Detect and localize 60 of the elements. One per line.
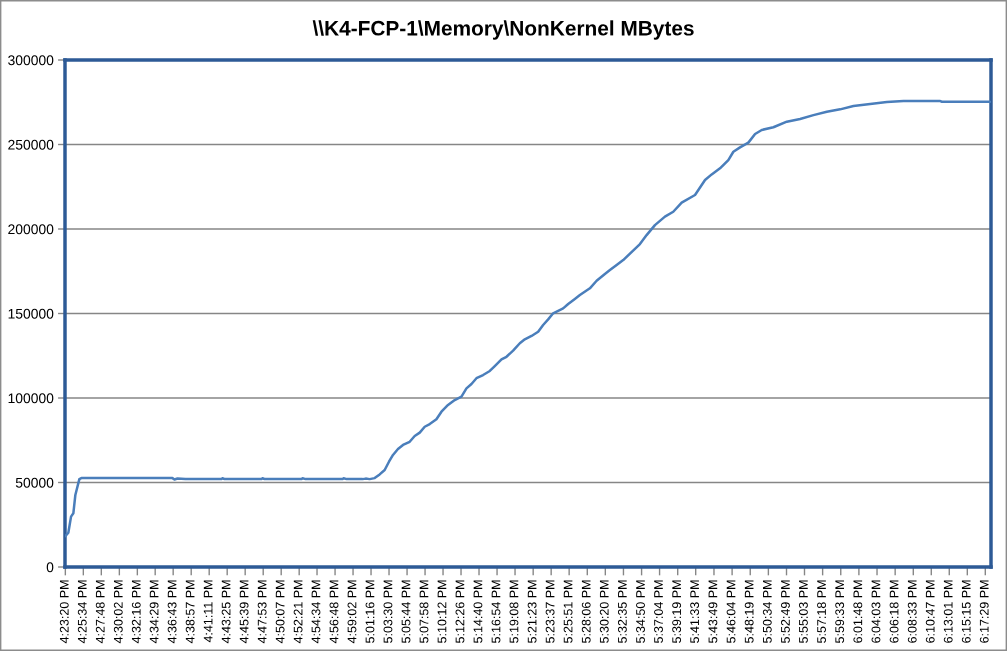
x-tick-label: 6:08:33 PM xyxy=(907,580,917,643)
x-tick-label: 6:17:29 PM xyxy=(979,580,989,643)
x-tick-label: 4:27:48 PM xyxy=(95,580,105,644)
x-tick-label: 5:55:03 PM xyxy=(799,580,808,643)
x-tick-label: 5:43:49 PM xyxy=(708,580,718,643)
x-tick-label: 4:38:57 PM xyxy=(185,580,195,644)
x-tick-label: 4:47:53 PM xyxy=(257,580,267,644)
x-tick-label: 5:12:26 PM xyxy=(455,580,465,643)
x-tick-label: 5:05:44 PM xyxy=(401,580,411,643)
x-tick-label: 6:13:01 PM xyxy=(943,580,953,643)
x-tick-label: 6:15:15 PM xyxy=(961,580,971,643)
x-tick-label: 5:52:49 PM xyxy=(781,580,790,643)
x-tick-label: 5:30:20 PM xyxy=(599,580,609,643)
x-tick-label: 4:56:48 PM xyxy=(329,580,339,644)
y-tick-label: 200000 xyxy=(8,224,54,235)
y-tick-label: 100000 xyxy=(8,393,54,404)
x-tick-label: 4:23:20 PM xyxy=(59,580,69,644)
x-tick-label: 5:32:35 PM xyxy=(617,580,627,643)
x-tick-label: 4:41:11 PM xyxy=(203,580,213,643)
x-tick-label: 5:21:23 PM xyxy=(527,580,537,643)
chart-title: \\K4-FCP-1\Memory\NonKernel MBytes xyxy=(312,20,694,40)
x-tick-label: 5:03:30 PM xyxy=(383,580,393,643)
x-tick-label: 4:34:29 PM xyxy=(149,580,159,644)
x-tick-label: 5:59:33 PM xyxy=(835,580,845,643)
x-tick-label: 4:25:34 PM xyxy=(77,580,87,644)
x-tick-label: 5:07:58 PM xyxy=(419,580,429,643)
x-tick-label: 6:04:03 PM xyxy=(871,580,881,643)
x-tick-label: 5:37:04 PM xyxy=(654,580,663,643)
x-tick-label: 4:45:39 PM xyxy=(239,580,249,644)
x-tick-label: 4:43:25 PM xyxy=(221,580,231,644)
x-tick-label: 4:59:02 PM xyxy=(347,580,357,644)
x-tick-label: 4:54:34 PM xyxy=(311,580,321,644)
x-tick-label: 5:10:12 PM xyxy=(437,580,447,643)
x-tick-label: 5:16:54 PM xyxy=(491,580,501,643)
x-tick-label: 4:50:07 PM xyxy=(275,580,285,644)
x-tick-label: 6:01:48 PM xyxy=(853,580,863,643)
x-tick-label: 6:10:47 PM xyxy=(925,580,935,643)
x-tick-label: 5:28:06 PM xyxy=(581,580,591,643)
x-tick-label: 4:36:43 PM xyxy=(167,580,177,644)
x-tick-label: 5:25:51 PM xyxy=(563,580,573,643)
x-tick-label: 5:41:33 PM xyxy=(690,580,700,643)
x-tick-label: 5:46:04 PM xyxy=(726,580,736,643)
x-tick-label: 5:01:16 PM xyxy=(365,580,375,643)
x-tick-label: 4:32:16 PM xyxy=(131,580,141,644)
x-tick-label: 5:57:18 PM xyxy=(817,580,826,643)
x-tick-label: 5:34:50 PM xyxy=(636,580,645,643)
x-tick-label: 5:39:19 PM xyxy=(672,580,682,643)
x-tick-label: 4:52:21 PM xyxy=(293,580,303,644)
x-tick-label: 5:14:40 PM xyxy=(473,580,483,643)
x-tick-label: 5:50:34 PM xyxy=(762,580,772,643)
x-tick-label: 5:48:19 PM xyxy=(744,580,754,643)
x-tick-label: 6:06:18 PM xyxy=(889,580,899,643)
x-tick-label: 4:30:02 PM xyxy=(113,580,123,644)
y-tick-label: 150000 xyxy=(8,308,54,319)
y-tick-label: 300000 xyxy=(8,55,54,66)
y-tick-label: 0 xyxy=(46,562,54,573)
x-tick-label: 5:23:37 PM xyxy=(545,580,555,643)
x-tick-label: 5:19:08 PM xyxy=(509,580,519,643)
y-tick-label: 250000 xyxy=(8,139,54,150)
y-tick-label: 50000 xyxy=(15,477,54,488)
